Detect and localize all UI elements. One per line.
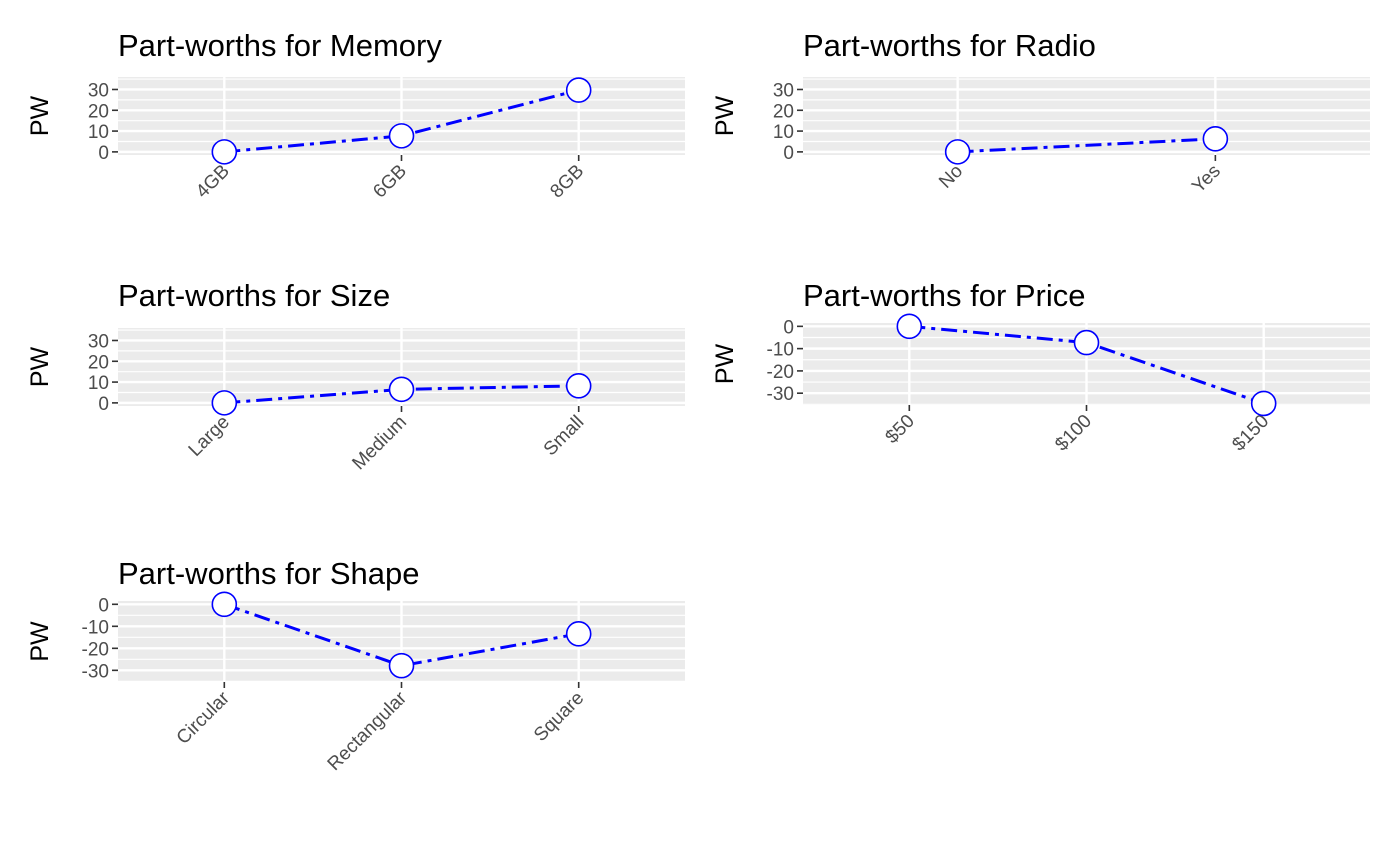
series-line [909,324,1265,405]
data-point-150 [1250,390,1277,417]
data-point-50 [896,313,923,340]
data-point-small [565,373,592,399]
y-tick-label: 30 [88,80,109,101]
y-tick-label: 10 [88,122,109,143]
y-tick-label: -20 [767,362,794,383]
panel-title: Part-worths for Radio [803,28,1096,63]
y-tick-label: 10 [773,122,794,143]
data-point-circular [211,591,238,618]
y-tick-label: 20 [88,352,109,373]
y-axis-title: PW [26,346,54,387]
y-tick-label: 20 [773,101,794,122]
y-axis-title: PW [711,95,739,136]
data-point-yes [1202,125,1229,152]
data-point-rectangular [388,652,415,679]
data-point-4gb [211,139,238,165]
data-point-6gb [388,123,415,149]
data-point-no [944,139,971,165]
panel-title: Part-worths for Memory [118,28,442,63]
y-tick-label: 0 [98,143,109,164]
data-point-medium [388,376,415,403]
data-point-8gb [565,77,592,103]
series-line [224,384,579,405]
panel-title: Part-worths for Price [803,278,1086,313]
y-axis-title: PW [26,95,54,136]
y-axis-title: PW [711,343,739,384]
y-axis-title: PW [26,621,54,662]
y-tick-label: -30 [82,661,109,682]
series-line [224,88,580,154]
data-point-large [211,390,238,416]
y-tick-label: 0 [98,394,109,415]
y-tick-label: 30 [773,80,794,101]
panel-title: Part-worths for Size [118,278,390,313]
data-point-100 [1073,329,1100,356]
y-tick-label: 0 [98,595,109,616]
panel-title: Part-worths for Shape [118,556,420,591]
y-tick-label: -30 [767,384,794,405]
series-line [957,137,1216,154]
y-tick-label: 10 [88,373,109,394]
data-point-square [565,620,592,647]
y-tick-label: 0 [783,317,794,338]
y-tick-label: -10 [767,340,794,361]
y-tick-label: -20 [82,639,109,660]
y-tick-label: -10 [82,617,109,638]
y-tick-label: 0 [783,143,794,164]
y-tick-label: 30 [88,331,109,352]
y-tick-label: 20 [88,101,109,122]
